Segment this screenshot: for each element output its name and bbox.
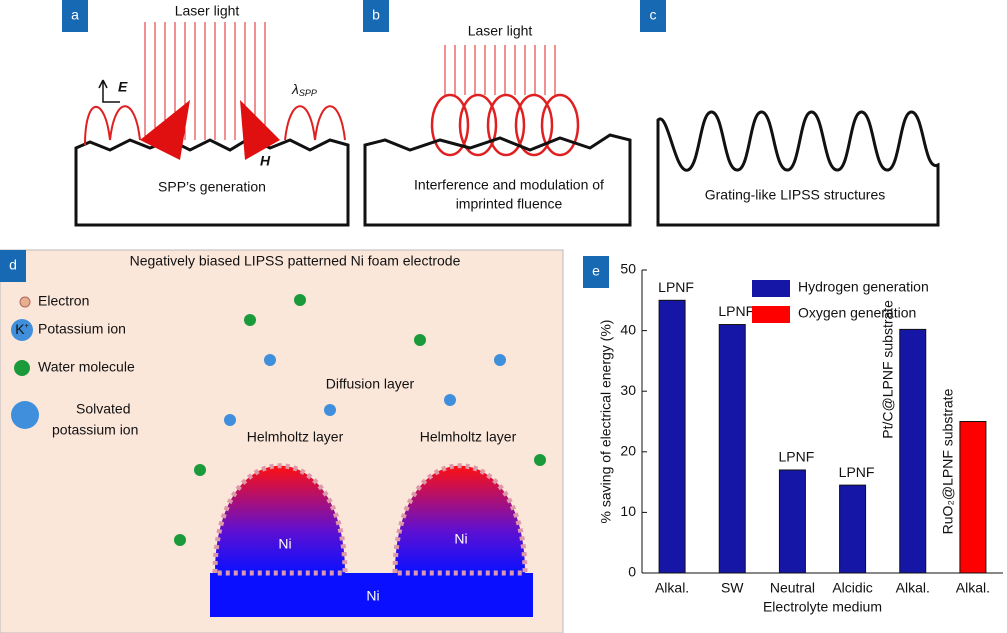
legend-entry: Solvated [76,401,130,417]
spp-waves [84,105,346,146]
layer-label: Diffusion layer [326,376,415,392]
ni-label: Ni [454,531,467,547]
panel-label: d [9,257,17,273]
electron-icon [19,296,31,308]
caption: Interference and modulation of [414,177,604,193]
x-tick-label: Alkal. [655,580,689,596]
laser-label: Laser light [468,23,533,39]
legend-swatch [752,280,790,297]
legend-entry: Electron [38,293,89,309]
x-axis-label: Electrolyte medium [763,599,882,615]
bar [839,484,867,574]
legend-entry: potassium ion [52,422,138,438]
y-tick-label: 30 [620,382,636,398]
panel-label: c [650,7,657,23]
caption: SPP’s generation [158,179,266,195]
panel-label: a [71,7,79,23]
bar-label: LPNF [839,464,875,480]
ni-label: Ni [366,588,379,604]
y-tick-label: 50 [620,261,636,277]
axis-icon [98,79,120,103]
solvated-icon [11,401,39,429]
panel-tag [62,0,88,32]
e-field: E [118,79,128,95]
bar [959,421,987,574]
panel-tag [640,0,666,32]
legend-entry: Hydrogen generation [798,279,929,295]
y-axis-label: % saving of electrical energy (%) [598,320,614,524]
laser-label: Laser light [175,3,240,19]
ion-letter: K [15,321,25,337]
y-tick-label: 20 [620,443,636,459]
lambda: λSPP [291,81,317,99]
interference [430,93,580,157]
x-tick-label: Neutral [770,580,815,596]
ni-dome [392,463,528,576]
legend-entry: Oxygen generation [798,305,916,321]
lambda-sub: SPP [299,88,317,98]
water-icon [14,360,30,376]
bar [718,324,746,574]
ni-dome [212,463,348,576]
bar-label: LPNF [779,449,815,465]
bar-label: LPNF [658,279,694,295]
caption: Grating-like LIPSS structures [705,187,886,203]
laser-beams [444,45,556,95]
y-tick-label: 10 [620,503,636,519]
panel-tag [363,0,389,32]
bar-label: RuO₂@LPNF substrate [940,388,956,534]
x-tick-label: SW [721,580,744,596]
caption: imprinted fluence [456,196,563,212]
lambda-symbol: λ [291,81,299,97]
ion-icon [11,319,33,341]
x-tick-label: Alcidic [832,580,872,596]
y-tick-label: 40 [620,321,636,337]
molecules [174,294,546,546]
h-field: H [260,153,271,169]
legend-entry: Water molecule [38,359,135,375]
ion-charge: + [25,323,29,330]
panel-label: e [592,263,600,279]
surface [363,133,632,227]
x-tick-label: Alkal. [896,580,930,596]
bar-label: LPNF [718,303,754,319]
ni-label: Ni [278,536,291,552]
legend-swatch [752,306,790,323]
panel-tag [0,250,26,282]
grating [656,110,940,227]
ni-base [210,573,533,617]
spp-peaks [140,100,280,160]
x-tick-label: Alkal. [956,580,990,596]
bar [658,299,686,574]
y-tick-label: 0 [628,564,636,580]
layer-label: Helmholtz layer [247,429,344,445]
panel-tag [583,256,609,288]
bar-label: Pt/C@LPNF substrate [879,300,895,439]
bar [778,469,806,574]
ion-symbol: K+ [15,321,28,337]
panel-label: b [372,7,380,23]
layer-label: Helmholtz layer [420,429,517,445]
bar [899,328,927,574]
legend-entry: Potassium ion [38,321,126,337]
panel-title: Negatively biased LIPSS patterned Ni foa… [130,253,461,269]
surface [74,136,350,227]
